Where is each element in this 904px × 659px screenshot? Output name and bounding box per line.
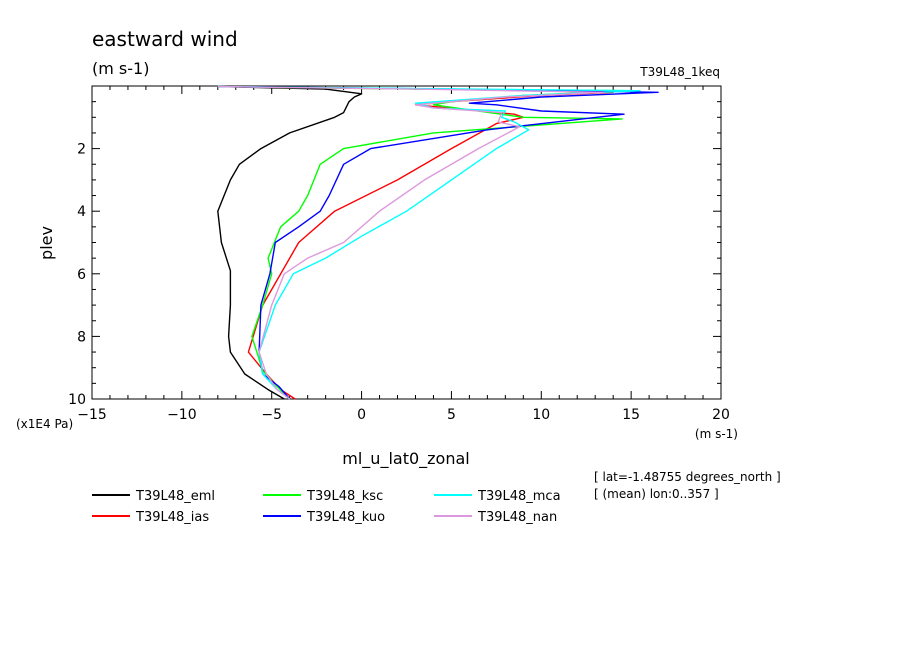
x-tick-label: 10: [532, 407, 550, 423]
series-line-t39l48_ksc: [217, 85, 632, 400]
series-line-t39l48_eml: [217, 85, 363, 400]
x-axis-units: (m s-1): [695, 427, 738, 441]
x-tick-label: 20: [712, 407, 730, 423]
x-tick-label: −10: [167, 407, 197, 423]
y-scale-note: (x1E4 Pa): [16, 417, 73, 431]
x-tick-label: 0: [357, 407, 366, 423]
y-tick-label: 8: [77, 329, 86, 345]
legend-label: T39L48_nan: [477, 510, 557, 525]
legend: T39L48_eml T39L48_ias T39L48_ksc T39L48_kuo…: [92, 489, 561, 525]
legend-label: T39L48_ias: [135, 510, 209, 525]
lon-info: [ (mean) lon:0..357 ]: [594, 487, 719, 501]
x-axis-label: ml_u_lat0_zonal: [342, 449, 469, 469]
legend-label: T39L48_eml: [135, 489, 215, 504]
legend-label: T39L48_kuo: [306, 510, 385, 525]
x-tick-label: −15: [77, 407, 107, 423]
x-tick-label: 5: [447, 407, 456, 423]
series-line-t39l48_nan: [217, 85, 605, 400]
legend-label: T39L48_mca: [477, 489, 561, 504]
x-tick-label: 15: [622, 407, 640, 423]
chart-units: (m s-1): [92, 59, 149, 78]
y-tick-label: 4: [77, 204, 86, 220]
y-tick-label: 6: [77, 267, 86, 283]
legend-label: T39L48_ksc: [306, 489, 383, 504]
y-axis-label: plev: [37, 226, 56, 260]
y-tick-label: 2: [77, 142, 86, 158]
series-line-t39l48_ias: [217, 85, 614, 400]
run-label: T39L48_1keq: [639, 65, 720, 79]
x-tick-label: −5: [261, 407, 282, 423]
axis-ticks: −15 −10 −5 0 5 10 15 20 2 4 6 8 10: [68, 86, 730, 423]
plot-frame: [91, 85, 722, 400]
chart-title: eastward wind: [92, 27, 238, 51]
y-tick-label: 10: [68, 392, 86, 408]
lat-info: [ lat=-1.48755 degrees_north ]: [594, 470, 781, 484]
series-line-t39l48_kuo: [217, 85, 659, 400]
series-layer: [217, 85, 659, 400]
